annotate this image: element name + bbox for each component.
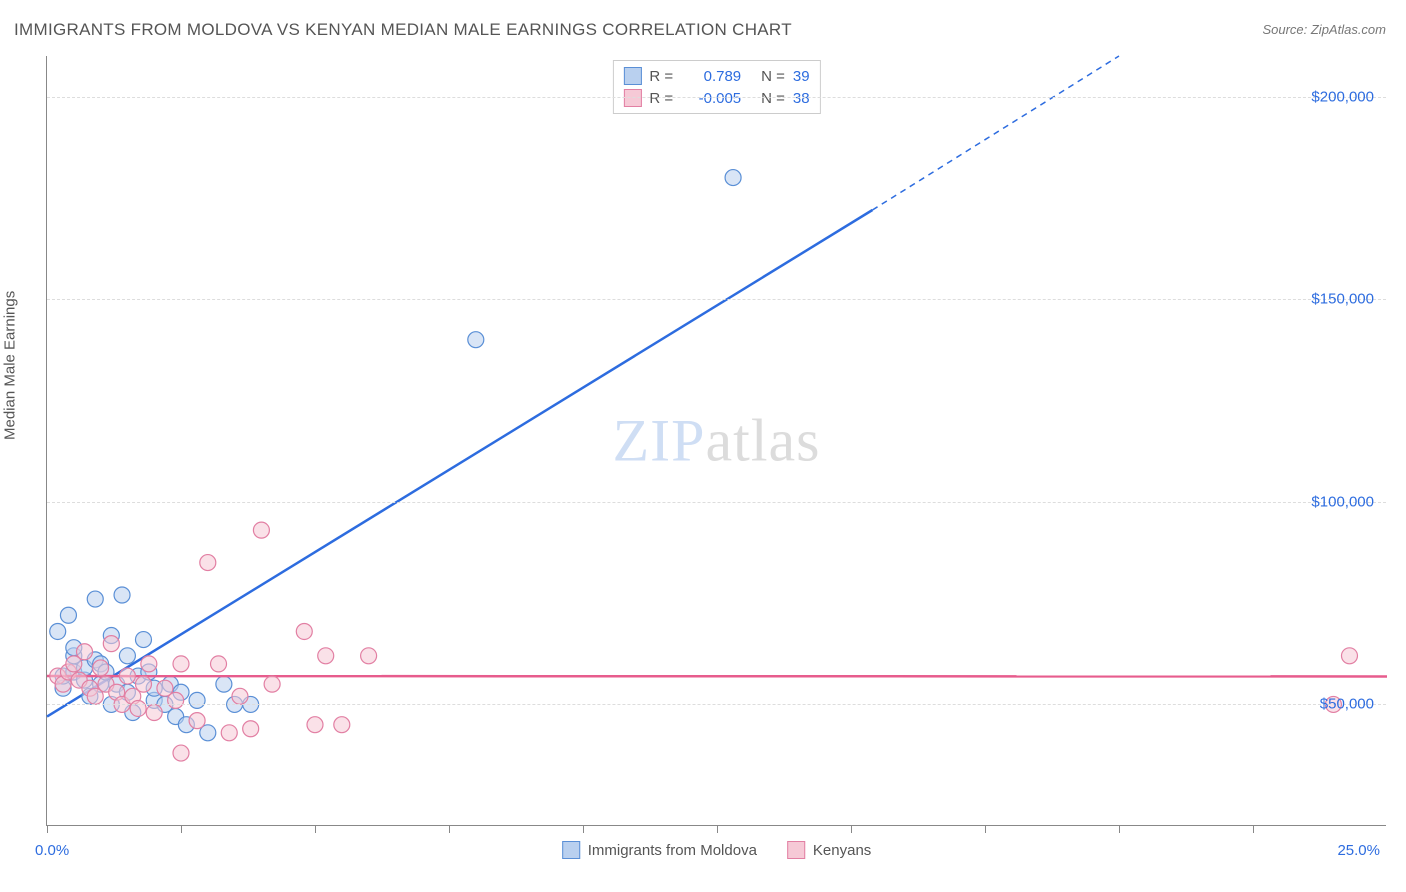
point-kenyan (200, 555, 216, 571)
point-kenyan (173, 656, 189, 672)
series-legend-label: Kenyans (813, 842, 871, 859)
y-tick-label: $150,000 (1311, 291, 1374, 308)
gridline-h (47, 299, 1386, 300)
scatter-svg (47, 56, 1386, 825)
point-kenyan (221, 725, 237, 741)
point-kenyan (141, 656, 157, 672)
series-legend-item-moldova: Immigrants from Moldova (562, 841, 757, 859)
x-tick (1119, 825, 1120, 833)
legend-swatch-icon (623, 67, 641, 85)
point-moldova (189, 692, 205, 708)
gridline-h (47, 502, 1386, 503)
point-moldova (114, 587, 130, 603)
legend-r-value: -0.005 (681, 90, 741, 107)
source-prefix: Source: (1262, 22, 1310, 37)
point-kenyan (77, 644, 93, 660)
point-kenyan (232, 688, 248, 704)
series-legend: Immigrants from Moldova Kenyans (562, 841, 872, 859)
point-moldova (87, 591, 103, 607)
gridline-h (47, 704, 1386, 705)
x-axis-max-label: 25.0% (1337, 842, 1380, 859)
legend-swatch-icon (562, 841, 580, 859)
x-tick (47, 825, 48, 833)
x-tick (315, 825, 316, 833)
x-axis-min-label: 0.0% (35, 842, 69, 859)
point-moldova (60, 607, 76, 623)
legend-swatch-icon (787, 841, 805, 859)
source-name: ZipAtlas.com (1311, 22, 1386, 37)
point-moldova (119, 648, 135, 664)
x-tick (717, 825, 718, 833)
point-kenyan (93, 660, 109, 676)
trend-line-dash-moldova (872, 56, 1119, 210)
point-kenyan (264, 676, 280, 692)
legend-n-label: N = (761, 90, 785, 107)
legend-swatch-icon (623, 89, 641, 107)
point-kenyan (119, 668, 135, 684)
x-tick (583, 825, 584, 833)
point-kenyan (103, 636, 119, 652)
point-moldova (216, 676, 232, 692)
point-kenyan (135, 676, 151, 692)
point-kenyan (189, 713, 205, 729)
trend-line-moldova (47, 210, 872, 717)
point-kenyan (173, 745, 189, 761)
point-kenyan (334, 717, 350, 733)
point-kenyan (318, 648, 334, 664)
legend-r-value: 0.789 (681, 68, 741, 85)
point-kenyan (168, 692, 184, 708)
point-kenyan (211, 656, 227, 672)
point-moldova (50, 623, 66, 639)
y-tick-label: $100,000 (1311, 493, 1374, 510)
source-attribution: Source: ZipAtlas.com (1262, 22, 1386, 37)
legend-n-value: 39 (793, 68, 810, 85)
x-tick (1253, 825, 1254, 833)
y-axis-label: Median Male Earnings (2, 291, 19, 440)
gridline-h (47, 97, 1386, 98)
legend-n-value: 38 (793, 90, 810, 107)
point-kenyan (253, 522, 269, 538)
legend-r-label: R = (649, 90, 673, 107)
point-moldova (725, 170, 741, 186)
point-moldova (468, 332, 484, 348)
chart-title: IMMIGRANTS FROM MOLDOVA VS KENYAN MEDIAN… (14, 20, 792, 40)
legend-n-label: N = (761, 68, 785, 85)
y-tick-label: $50,000 (1320, 696, 1374, 713)
x-tick (985, 825, 986, 833)
x-tick (449, 825, 450, 833)
chart-plot-area: ZIPatlas R =0.789N =39R =-0.005N =38 0.0… (46, 56, 1386, 826)
point-kenyan (130, 700, 146, 716)
point-kenyan (296, 623, 312, 639)
x-tick (851, 825, 852, 833)
point-kenyan (307, 717, 323, 733)
legend-row-moldova: R = 0.789 N = 39 (623, 65, 809, 87)
point-moldova (135, 632, 151, 648)
legend-r-label: R = (649, 68, 673, 85)
point-kenyan (243, 721, 259, 737)
series-legend-label: Immigrants from Moldova (588, 842, 757, 859)
legend-row-kenyan: R = -0.005 N = 38 (623, 87, 809, 109)
point-kenyan (1341, 648, 1357, 664)
correlation-legend: R = 0.789 N = 39 R = -0.005 N = 38 (612, 60, 820, 114)
point-kenyan (361, 648, 377, 664)
series-legend-item-kenyan: Kenyans (787, 841, 871, 859)
y-tick-label: $200,000 (1311, 88, 1374, 105)
x-tick (181, 825, 182, 833)
point-kenyan (146, 705, 162, 721)
